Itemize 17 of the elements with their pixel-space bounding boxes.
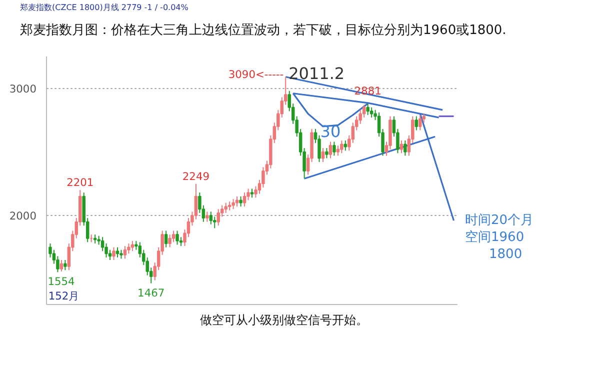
annotation: 2881	[354, 84, 382, 98]
annotation: 3090<-----	[228, 68, 284, 81]
y-tick-label: 2000	[9, 209, 37, 222]
annotation: 2011.2	[288, 64, 345, 83]
chart-title: 郑麦指数月图：价格在大三角上边线位置波动，若下破，目标位分别为1960或1800.	[20, 22, 506, 40]
annotation: 2249	[182, 170, 210, 183]
y-tick-label: 3000	[9, 82, 37, 96]
text: 空间1960	[465, 229, 524, 247]
text: 1800	[489, 246, 522, 264]
text: 时间20个月	[465, 212, 534, 230]
text: 郑麦指数(CZCE 1800)月线 2779 -1 / -0.04%	[20, 2, 188, 14]
annotation: 152月	[48, 290, 80, 302]
annotation: 1554	[48, 275, 76, 288]
annotation: 1467	[138, 286, 165, 300]
text: 做空可从小级别做空信号开始。	[200, 312, 368, 329]
annotation: 2201	[66, 176, 94, 189]
annotation: 30	[320, 122, 341, 141]
